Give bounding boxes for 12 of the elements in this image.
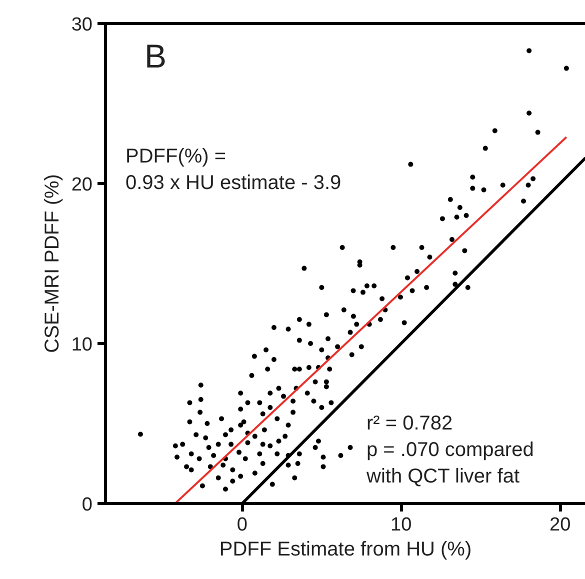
y-tick-label: 10 — [71, 334, 93, 356]
x-tick-label: 0 — [236, 514, 248, 536]
y-tick-label: 30 — [71, 14, 93, 36]
annotation: B — [144, 38, 167, 74]
x-tick-label: 10 — [390, 514, 412, 536]
x-axis-title: PDFF Estimate from HU (%) — [219, 538, 472, 560]
y-tick-label: 20 — [71, 174, 93, 196]
y-tick-label: 0 — [82, 494, 93, 516]
x-tick-label: 20 — [550, 514, 571, 536]
annotation: r² = 0.782 p = .070 compared with QCT liver fat — [366, 412, 534, 488]
y-axis-title: CSE-MRI PDFF (%) — [41, 174, 64, 353]
annotation: PDFF(%) = 0.93 x HU estimate - 3.9 — [126, 146, 342, 194]
